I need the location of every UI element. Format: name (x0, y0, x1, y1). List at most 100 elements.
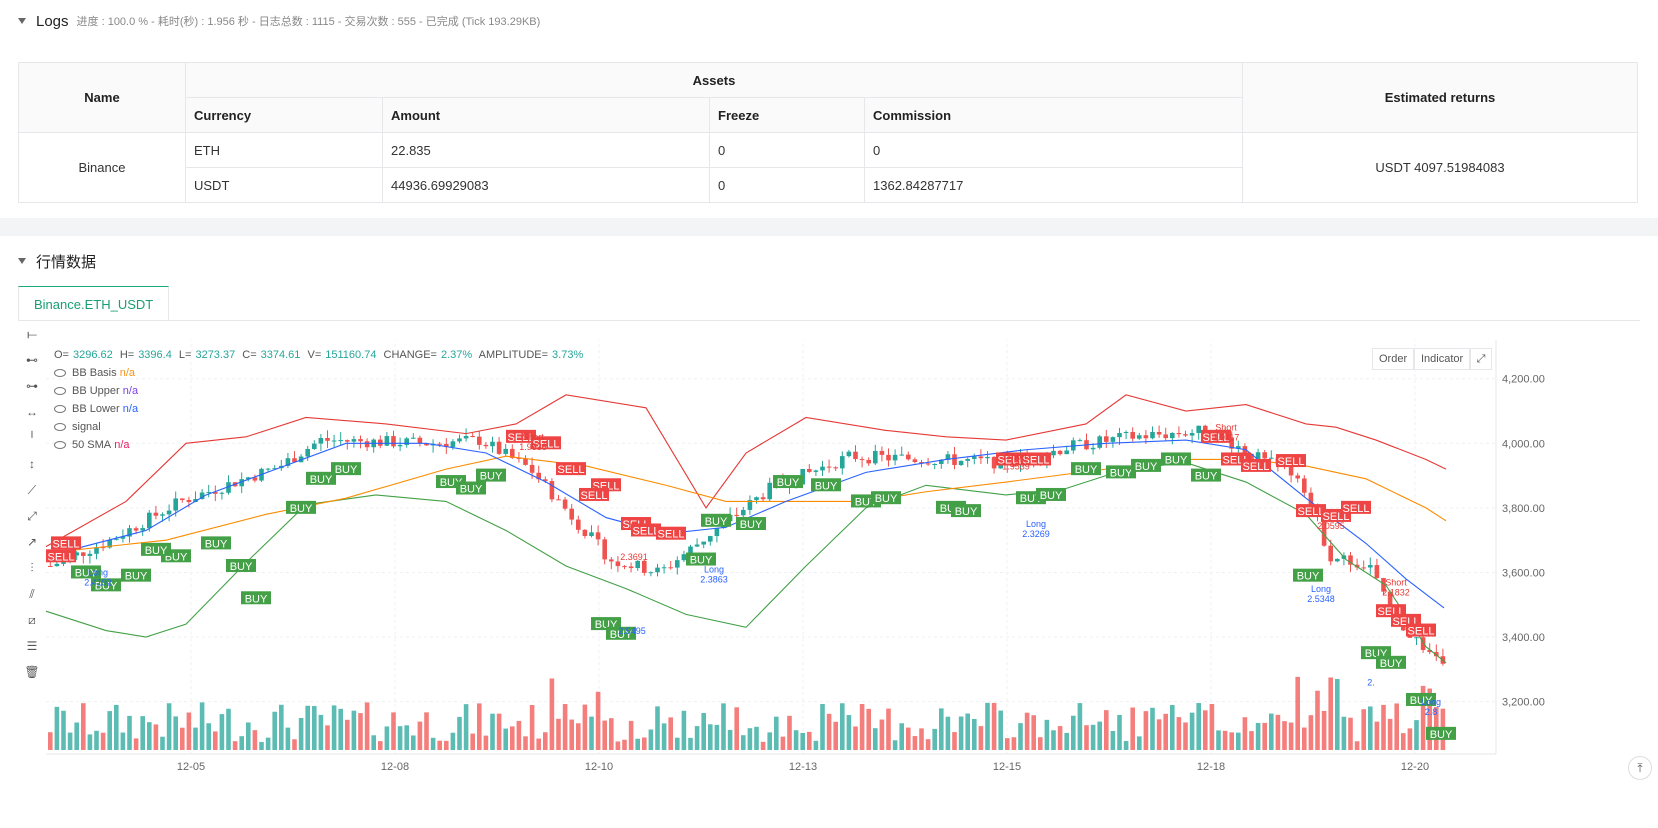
buy-marker-box (1293, 568, 1323, 582)
sell-marker-label: SELL (1023, 454, 1050, 466)
candle-body (714, 528, 720, 537)
legend-bb-basis[interactable]: BB Basis n/a (54, 364, 587, 382)
buy-marker-label: BUY (610, 629, 633, 641)
price-chart[interactable]: 4,200.00 4,000.00 3,800.00 3,600.00 3,400.00… (18, 340, 1658, 828)
volume-bar (503, 728, 508, 750)
vertical-segment-icon[interactable]: ↕ (29, 457, 35, 471)
volume-bar (675, 737, 680, 750)
low-value: 3273.37 (195, 349, 236, 361)
eye-icon[interactable] (54, 369, 66, 377)
volume-bar (1414, 720, 1419, 750)
volume-bar (1348, 717, 1353, 750)
volume-bar (1368, 706, 1373, 750)
collapse-chevron-icon[interactable] (18, 258, 26, 264)
sell-marker-label: SELL (1298, 506, 1325, 518)
crosshair-icon[interactable]: ⟝ (27, 326, 37, 341)
trend-line-icon[interactable]: ⟋ (27, 482, 37, 497)
indicator-button[interactable]: Indicator (1414, 348, 1471, 370)
scroll-to-top-icon[interactable]: ⤒ (1628, 756, 1652, 780)
candle-body (681, 554, 687, 561)
candle-body (1117, 433, 1122, 438)
sell-marker-label: SELL (998, 454, 1025, 466)
buy-marker-label: BUY (690, 555, 713, 567)
candle-body (1196, 425, 1201, 434)
buy-marker-box (456, 481, 486, 495)
eye-icon[interactable] (54, 387, 66, 395)
sell-marker-label: SELL (1408, 626, 1435, 638)
eye-icon[interactable] (54, 405, 66, 413)
market-header[interactable]: 行情数据 (0, 241, 1658, 281)
horizontal-ray-icon[interactable]: ⊶ (26, 379, 38, 393)
buy-marker-label: BUY (875, 493, 898, 505)
volume-bar (279, 704, 284, 750)
collapse-chevron-icon[interactable] (18, 18, 26, 24)
candle-body (444, 443, 449, 448)
volume-bar (48, 732, 53, 750)
candle-body (840, 456, 845, 469)
candle-body (483, 444, 489, 447)
legend-bb-upper[interactable]: BB Upper n/a (54, 382, 587, 400)
candle-body (694, 544, 700, 547)
fib-icon[interactable]: ⧄ (28, 612, 36, 627)
y-tick-label: 3,600.00 (1502, 567, 1545, 579)
sell-marker-box (51, 536, 81, 550)
legend-bb-lower[interactable]: BB Lower n/a (54, 400, 587, 418)
candle-body (358, 439, 363, 442)
candle-body (463, 435, 469, 439)
legend-50-sma[interactable]: 50 SMA n/a (54, 436, 587, 454)
volume-bar (800, 732, 805, 750)
trash-icon[interactable]: 🗑 (24, 665, 40, 679)
volume-bar (1288, 722, 1294, 750)
volume-bar (1018, 723, 1023, 750)
volume-bar (516, 720, 522, 750)
vertical-line-icon[interactable]: ╵ (28, 431, 36, 445)
x-tick-label: 12-18 (1197, 761, 1225, 773)
volume-bar (787, 715, 792, 750)
volume-bar (853, 726, 858, 750)
tab-binance-eth-usdt[interactable]: Binance.ETH_USDT (18, 286, 170, 321)
volume-bar (569, 719, 574, 750)
volume-bar (325, 725, 330, 750)
candle-body (1137, 435, 1142, 439)
volume-bar (589, 716, 594, 750)
volume-bar (1163, 713, 1168, 750)
candle-body (206, 491, 211, 493)
volume-bar (628, 720, 634, 750)
commission-cell: 0 (864, 132, 1243, 168)
sell-marker-label: SELL (1203, 432, 1230, 444)
volume-bar (886, 708, 891, 750)
buy-marker-box (306, 471, 336, 485)
candle-body (1090, 447, 1096, 450)
arrow-line-icon[interactable]: ↗ (26, 535, 38, 549)
order-button[interactable]: Order (1372, 348, 1415, 370)
buy-marker-label: BUY (125, 571, 148, 583)
candle-body (54, 563, 60, 567)
legend-signal[interactable]: signal (54, 418, 587, 436)
candle-body (213, 491, 218, 494)
volume-bar (985, 702, 990, 750)
ray-icon[interactable]: ⤢ (27, 508, 37, 523)
volume-bar (450, 732, 456, 750)
volume-bar (846, 715, 852, 750)
extended-line-icon[interactable]: ↔ (26, 405, 38, 419)
buy-marker-box (686, 552, 716, 566)
eye-icon[interactable] (54, 423, 66, 431)
candle-body (549, 481, 555, 500)
candle-body (338, 440, 343, 442)
buy-marker-label: BUY (95, 580, 118, 592)
eye-icon[interactable] (54, 441, 66, 449)
parallel-channel-icon[interactable]: ⫽ (29, 586, 35, 601)
volume-bar (1104, 710, 1109, 750)
price-line-icon[interactable]: ⫶ (30, 560, 34, 575)
logs-header[interactable]: Logs 进度 : 100.0 % - 耗时(秒) : 1.956 秒 - 日志… (0, 1, 1658, 41)
ruler-icon[interactable]: ☰ (26, 639, 38, 653)
candle-body (556, 499, 561, 501)
fullscreen-icon[interactable]: ⤢ (1470, 348, 1492, 370)
horizontal-line-icon[interactable]: ⊷ (26, 353, 38, 367)
volume-bar (226, 708, 231, 750)
candle-body (1071, 440, 1076, 451)
chart-area[interactable]: ⟝ ⊷ ⊶ ↔ ╵ ↕ ⟋ ⤢ ↗ ⫶ ⫽ ⧄ ☰ 🗑 4,200.00 4,00… (18, 327, 1658, 828)
volume-bar (694, 726, 700, 750)
volume-bar (1031, 715, 1036, 750)
candle-body (510, 448, 515, 458)
